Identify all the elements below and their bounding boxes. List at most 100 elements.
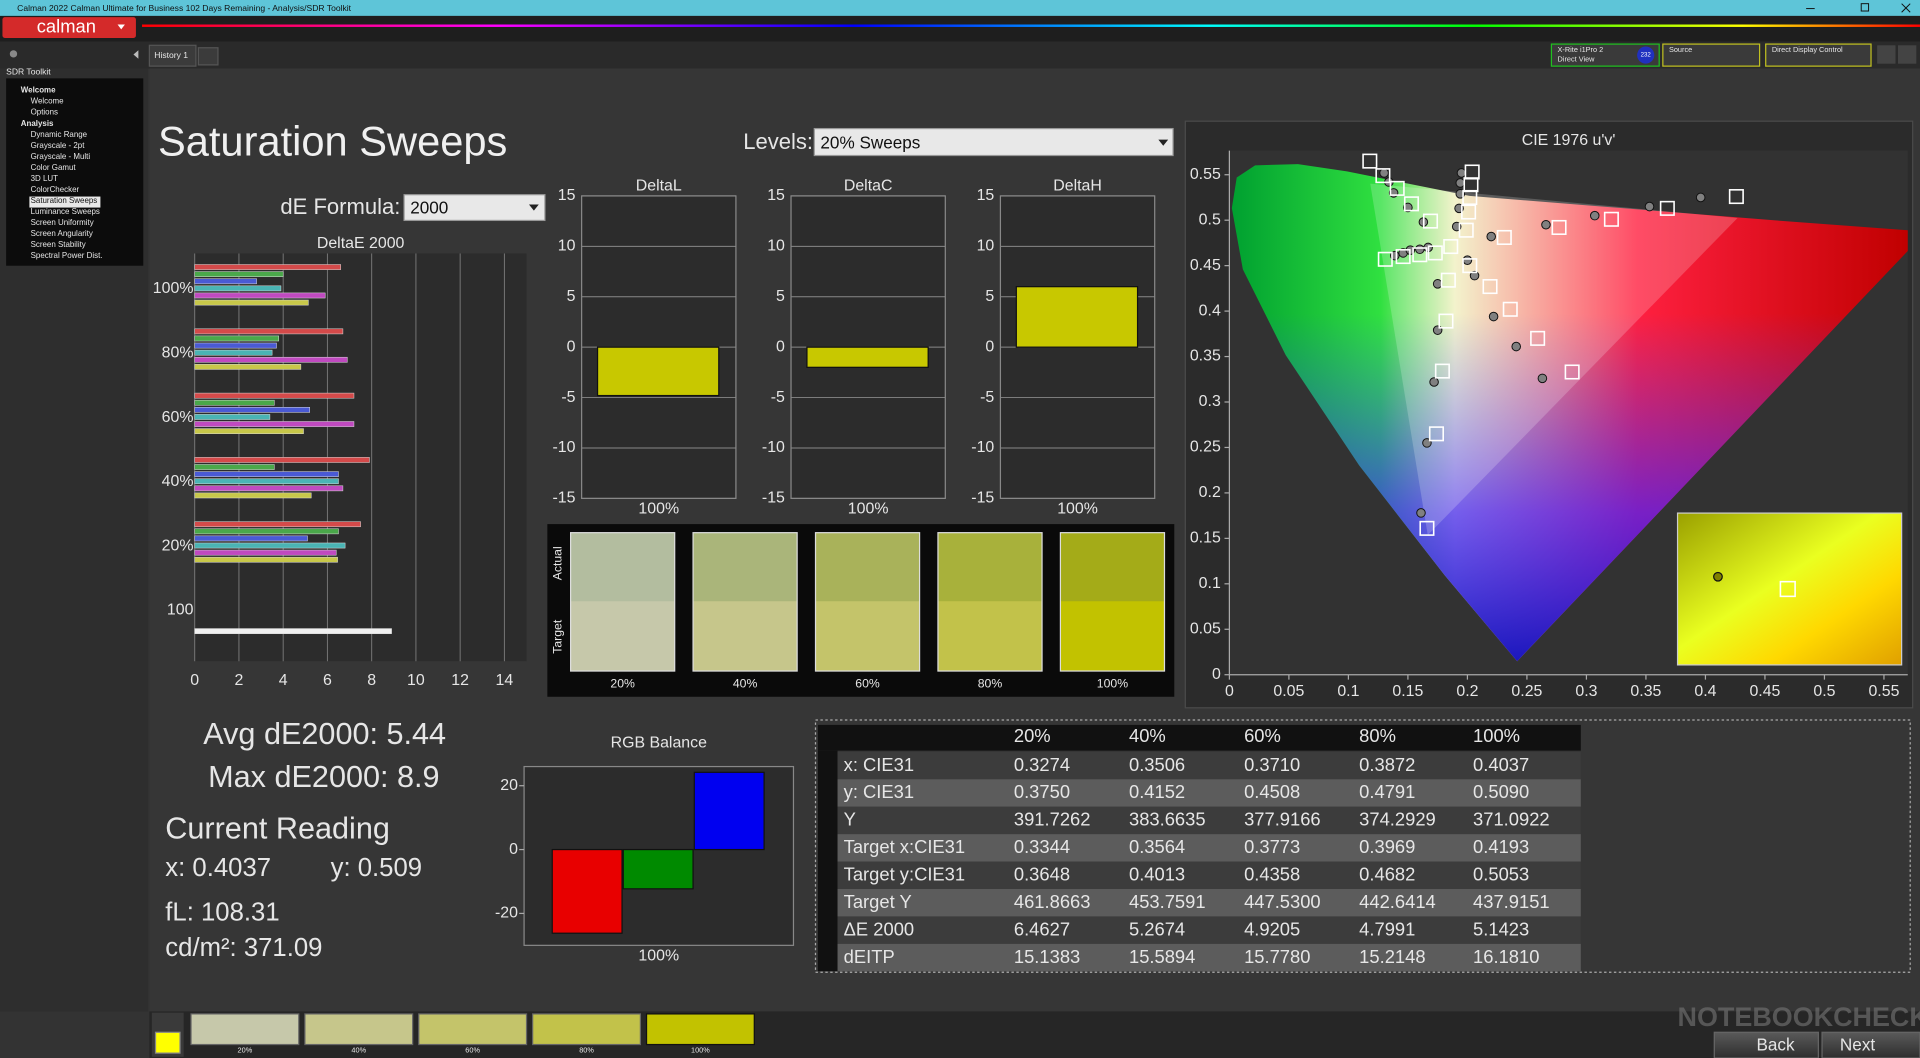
logo-arrow: [117, 24, 125, 30]
x-tick-label: 0.25: [1511, 683, 1542, 700]
table-cell: 0.4358: [1244, 864, 1300, 885]
bottom-swatch[interactable]: [190, 1013, 300, 1046]
maximize[interactable]: [1860, 3, 1870, 12]
y-tick-label: 0.55: [1190, 166, 1221, 183]
bar: [194, 392, 355, 399]
tab-label: History 1: [154, 50, 188, 60]
table-cell: 4.9205: [1244, 918, 1300, 939]
target-point: [1389, 180, 1405, 196]
history-tab[interactable]: [148, 44, 197, 67]
measured-point: [1486, 231, 1496, 242]
tree-item[interactable]: Welcome: [31, 97, 65, 106]
row-header: Target Y: [844, 891, 912, 912]
swatch-label: 20%: [610, 677, 635, 691]
bar: [551, 848, 623, 934]
rainbow-line: [142, 24, 1920, 27]
bottom-swatch[interactable]: [532, 1013, 642, 1046]
reading-y: y: 0.509: [331, 854, 422, 882]
target-point: [1395, 249, 1411, 265]
levels-dropdown[interactable]: [813, 127, 1174, 157]
actual-swatch: [815, 532, 920, 603]
bottom-swatch[interactable]: [645, 1013, 755, 1046]
x-tick-label: 100%: [638, 948, 679, 965]
target-point: [1659, 200, 1675, 216]
bar: [194, 528, 339, 535]
bar: [596, 346, 720, 397]
x-tick-label: 8: [367, 672, 376, 689]
tree-item[interactable]: Screen Angularity: [31, 229, 93, 238]
measured-point: [1644, 201, 1655, 212]
next-label: Next: [1840, 1034, 1875, 1054]
tree-item[interactable]: Saturation Sweeps: [31, 196, 98, 205]
y-tick-label: 0: [567, 338, 576, 355]
y-tick-label: 15: [767, 187, 785, 204]
swatch-frame: [692, 532, 798, 672]
tree-item[interactable]: Color Gamut: [31, 163, 77, 172]
y-tick-label: 0.15: [1190, 530, 1221, 547]
bar: [194, 521, 361, 528]
bar: [194, 328, 344, 335]
tree-item[interactable]: Grayscale - Multi: [31, 152, 91, 161]
add-tab[interactable]: [197, 47, 219, 66]
y-tick-label: 10: [977, 238, 995, 255]
settings-button[interactable]: [1877, 45, 1896, 64]
zoom-inset: [1676, 512, 1903, 666]
measured-point: [1429, 377, 1439, 387]
table-cell: 0.4508: [1244, 781, 1300, 802]
bottom-swatch[interactable]: [304, 1013, 414, 1046]
table-cell: 0.4791: [1359, 781, 1415, 802]
y-tick-label: -20: [495, 905, 518, 922]
target-swatch: [693, 601, 798, 672]
y-tick-label: 100: [167, 602, 194, 619]
bar: [194, 407, 310, 413]
measured-point: [1589, 210, 1600, 221]
options-button[interactable]: [1897, 45, 1917, 64]
x-tick-label: 0.2: [1456, 683, 1478, 700]
tree-item[interactable]: Spectral Power Dist.: [31, 251, 103, 260]
pin-icon[interactable]: [9, 50, 18, 58]
window-controls[interactable]: [1806, 3, 1911, 13]
tree-item[interactable]: Options: [31, 108, 58, 117]
tree-item[interactable]: Screen Stability: [31, 240, 86, 249]
meter-badge[interactable]: [1637, 46, 1655, 64]
menu-bar: [0, 15, 1920, 42]
next-button[interactable]: [1821, 1031, 1920, 1058]
table-cell: 0.3969: [1359, 836, 1415, 857]
row-header: Y: [844, 809, 856, 830]
source-label: Source: [1669, 45, 1692, 54]
y-tick-label: 5: [776, 288, 785, 305]
table-frame: [814, 719, 1911, 973]
y-tick-label: 0.2: [1199, 484, 1221, 501]
back-button[interactable]: [1713, 1031, 1819, 1058]
formula-dropdown[interactable]: [403, 194, 546, 222]
tree-item[interactable]: Dynamic Range: [31, 130, 88, 139]
target-point: [1603, 211, 1619, 227]
table-row: [837, 916, 1581, 944]
source-box[interactable]: [1662, 43, 1761, 67]
collapse-icon[interactable]: [133, 50, 139, 59]
y-tick-label: 5: [567, 288, 576, 305]
tree-item[interactable]: Screen Uniformity: [31, 218, 94, 227]
column-header: 100%: [1473, 725, 1520, 746]
tree-item[interactable]: Luminance Sweeps: [31, 207, 100, 216]
tree-item[interactable]: ColorChecker: [31, 185, 80, 194]
tree-item[interactable]: Grayscale - 2pt: [31, 141, 86, 150]
logo-button[interactable]: [2, 17, 136, 38]
tree-item[interactable]: 3D LUT: [31, 174, 58, 183]
y-tick-label: 80%: [162, 344, 194, 361]
display-box[interactable]: [1765, 43, 1872, 67]
close[interactable]: [1901, 3, 1911, 13]
target-point: [1362, 153, 1378, 169]
bar: [194, 556, 338, 563]
bottom-swatch[interactable]: [418, 1013, 528, 1046]
x-tick-label: 2: [235, 672, 244, 689]
bar: [194, 421, 355, 427]
reading-fl: fL: 108.31: [165, 898, 279, 926]
x-tick-label: 0: [1225, 683, 1234, 700]
meter-box[interactable]: [1550, 43, 1660, 67]
table-cell: 0.3648: [1014, 864, 1070, 885]
table-cell: 15.5894: [1129, 946, 1195, 967]
bar: [194, 292, 326, 299]
y-tick-label: 10: [558, 238, 576, 255]
bar: [194, 485, 344, 492]
